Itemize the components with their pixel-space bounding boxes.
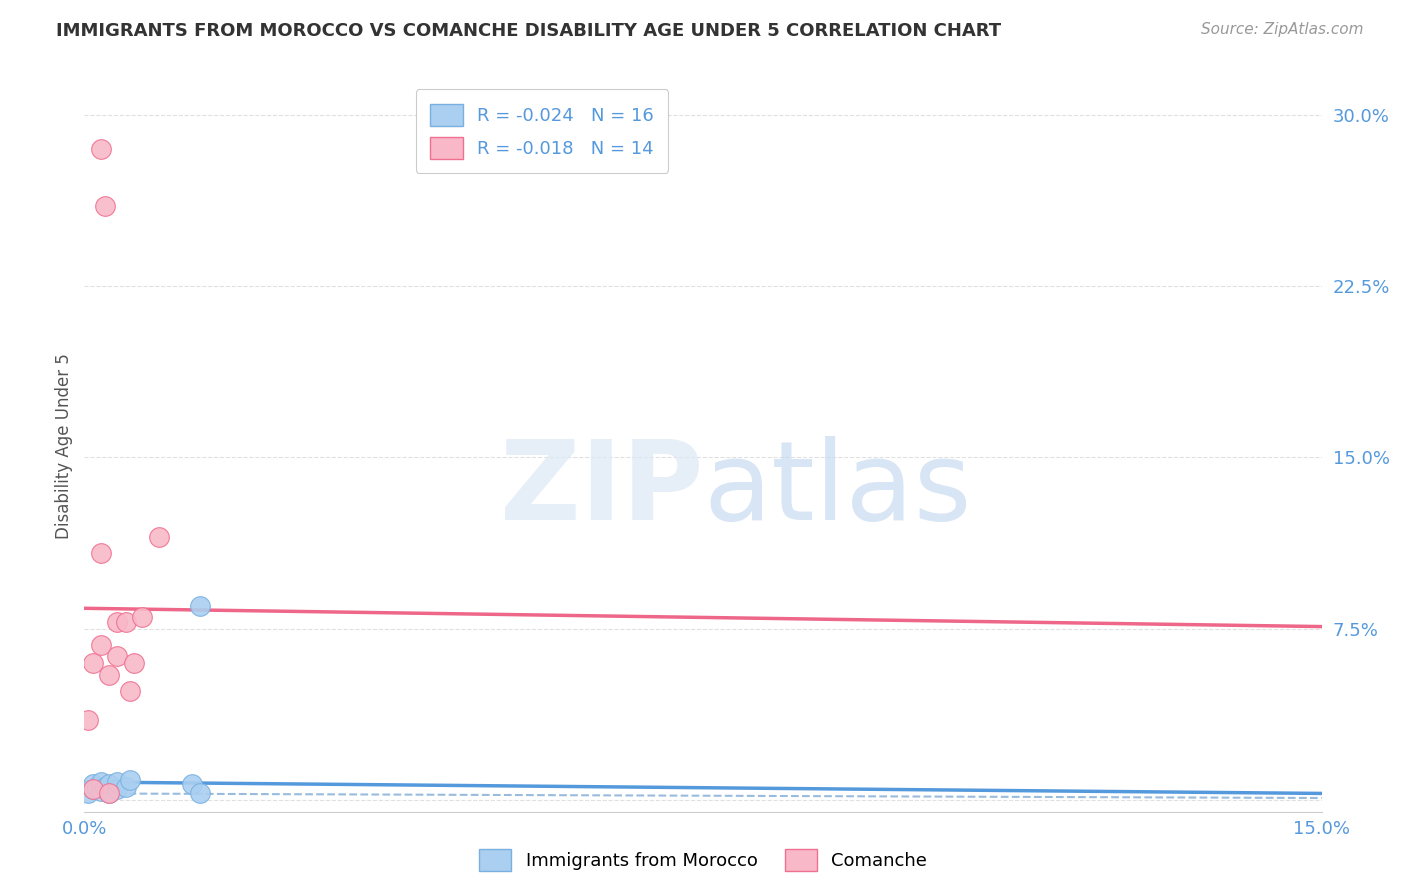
Point xyxy=(118,683,141,698)
Point xyxy=(90,142,112,156)
Point xyxy=(105,781,128,796)
Point xyxy=(188,787,211,801)
Point xyxy=(98,667,121,681)
Point xyxy=(82,781,104,796)
Point xyxy=(90,546,112,560)
Point xyxy=(98,777,121,791)
Point xyxy=(77,787,100,801)
Point xyxy=(77,714,100,728)
Point xyxy=(98,787,121,801)
Point xyxy=(105,775,128,789)
Point xyxy=(90,775,112,789)
Point xyxy=(114,615,136,629)
Point xyxy=(82,777,104,791)
Point xyxy=(86,780,108,794)
Point xyxy=(105,649,128,664)
Point xyxy=(90,784,112,798)
Text: Source: ZipAtlas.com: Source: ZipAtlas.com xyxy=(1201,22,1364,37)
Point xyxy=(122,656,145,670)
Y-axis label: Disability Age Under 5: Disability Age Under 5 xyxy=(55,353,73,539)
Point xyxy=(98,787,121,801)
Point xyxy=(94,780,117,794)
Legend: R = -0.024   N = 16, R = -0.018   N = 14: R = -0.024 N = 16, R = -0.018 N = 14 xyxy=(416,89,668,173)
Point xyxy=(105,615,128,629)
Point xyxy=(90,638,112,652)
Point xyxy=(148,530,170,544)
Point xyxy=(114,780,136,794)
Text: ZIP: ZIP xyxy=(499,436,703,543)
Point xyxy=(180,777,202,791)
Legend: Immigrants from Morocco, Comanche: Immigrants from Morocco, Comanche xyxy=(471,842,935,879)
Point xyxy=(94,199,117,213)
Point xyxy=(131,610,153,624)
Point xyxy=(118,772,141,787)
Text: IMMIGRANTS FROM MOROCCO VS COMANCHE DISABILITY AGE UNDER 5 CORRELATION CHART: IMMIGRANTS FROM MOROCCO VS COMANCHE DISA… xyxy=(56,22,1001,40)
Point xyxy=(188,599,211,613)
Point xyxy=(82,656,104,670)
Point xyxy=(82,781,104,796)
Text: atlas: atlas xyxy=(703,436,972,543)
